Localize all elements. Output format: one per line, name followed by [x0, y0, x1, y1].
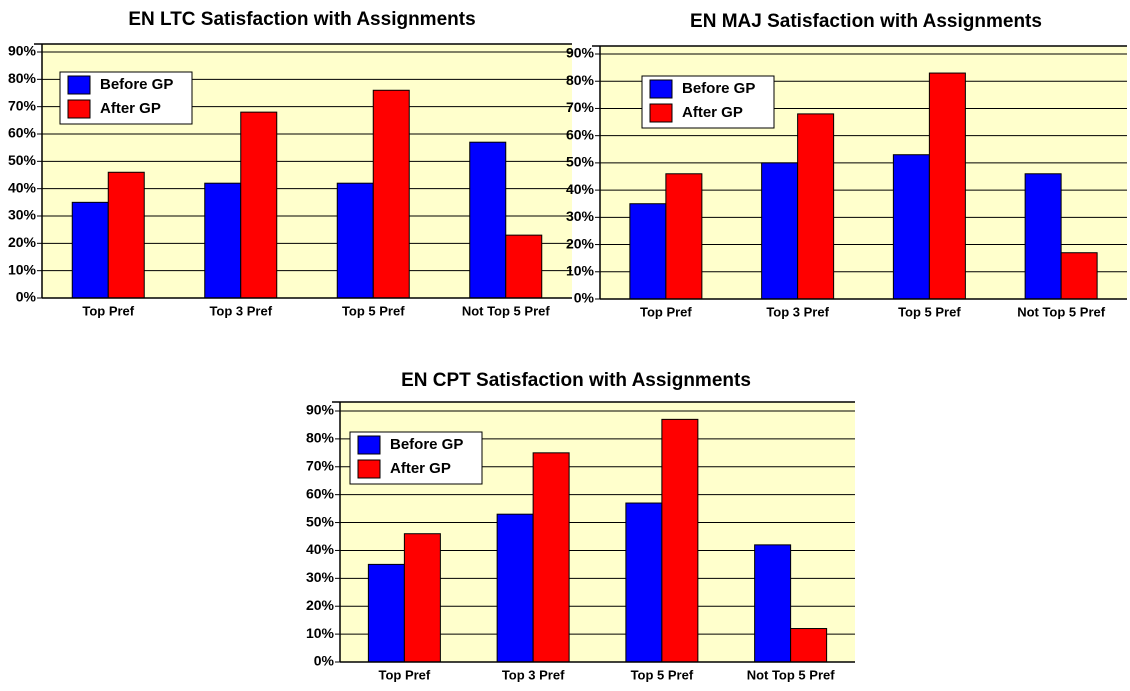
x-tick-label: Not Top 5 Pref	[747, 667, 836, 682]
y-tick-label: 70%	[306, 457, 335, 473]
bar	[71, 201, 109, 299]
y-tick-label: 20%	[566, 235, 595, 251]
bar	[469, 141, 507, 299]
x-tick-label: Top 3 Pref	[502, 667, 565, 682]
bar	[790, 628, 828, 663]
legend-label: Before GP	[390, 436, 463, 453]
bar	[403, 533, 441, 663]
bar	[1024, 173, 1062, 300]
bar	[532, 452, 570, 663]
legend-swatch	[649, 79, 673, 99]
y-tick-label: 60%	[8, 125, 37, 141]
y-tick-label: 0%	[314, 653, 335, 669]
bar	[892, 154, 930, 300]
x-tick-label: Top Pref	[378, 667, 430, 682]
y-tick-label: 30%	[566, 208, 595, 224]
bar	[240, 111, 278, 299]
x-tick-label: Top 3 Pref	[766, 304, 829, 319]
y-tick-label: 80%	[306, 430, 335, 446]
bar	[661, 418, 699, 663]
y-tick-label: 70%	[8, 97, 37, 113]
x-tick-label: Not Top 5 Pref	[1017, 304, 1106, 319]
y-tick-label: 0%	[16, 289, 37, 305]
bar	[1060, 252, 1098, 300]
x-tick-label: Top 5 Pref	[631, 667, 694, 682]
legend-label: After GP	[682, 104, 743, 121]
bar	[629, 203, 667, 300]
x-tick-label: Top 5 Pref	[898, 304, 961, 319]
chart-title: EN MAJ Satisfaction with Assignments	[690, 11, 1042, 32]
legend-swatch	[357, 435, 381, 455]
bar	[336, 182, 374, 299]
y-tick-label: 80%	[8, 70, 37, 86]
bar	[372, 89, 410, 299]
legend-swatch	[357, 459, 381, 479]
legend-swatch	[67, 99, 91, 119]
y-tick-label: 10%	[306, 625, 335, 641]
x-tick-label: Top 3 Pref	[209, 303, 272, 318]
y-tick-label: 40%	[566, 181, 595, 197]
y-tick-label: 50%	[566, 154, 595, 170]
chart-title: EN CPT Satisfaction with Assignments	[401, 370, 751, 391]
bar	[754, 544, 792, 663]
x-tick-label: Top 5 Pref	[342, 303, 405, 318]
bar	[496, 513, 534, 663]
y-tick-label: 20%	[306, 597, 335, 613]
legend-swatch	[67, 75, 91, 95]
y-tick-label: 70%	[566, 99, 595, 115]
legend-swatch	[649, 103, 673, 123]
y-tick-label: 50%	[8, 152, 37, 168]
legend-label: Before GP	[100, 76, 173, 93]
bar	[204, 182, 242, 299]
bar	[665, 173, 703, 300]
legend-label: After GP	[390, 460, 451, 477]
y-tick-label: 40%	[306, 541, 335, 557]
legend-label: Before GP	[682, 80, 755, 97]
y-tick-label: 60%	[306, 485, 335, 501]
y-tick-label: 10%	[8, 261, 37, 277]
y-tick-label: 0%	[574, 290, 595, 306]
x-tick-label: Top Pref	[640, 304, 692, 319]
legend-label: After GP	[100, 100, 161, 117]
chart-title: EN LTC Satisfaction with Assignments	[128, 9, 475, 30]
y-tick-label: 50%	[306, 513, 335, 529]
bar	[107, 171, 145, 299]
y-tick-label: 20%	[8, 234, 37, 250]
y-tick-label: 30%	[8, 207, 37, 223]
y-tick-label: 90%	[8, 43, 37, 59]
y-tick-label: 30%	[306, 569, 335, 585]
y-tick-label: 60%	[566, 126, 595, 142]
x-tick-label: Top Pref	[82, 303, 134, 318]
y-tick-label: 40%	[8, 179, 37, 195]
bar	[761, 162, 799, 300]
bar	[928, 72, 966, 300]
y-tick-label: 90%	[306, 402, 335, 418]
bar	[797, 113, 835, 300]
bar	[625, 502, 663, 663]
bar	[367, 563, 405, 663]
y-tick-label: 90%	[566, 45, 595, 61]
bar	[505, 234, 543, 299]
y-tick-label: 10%	[566, 262, 595, 278]
x-tick-label: Not Top 5 Pref	[462, 303, 551, 318]
y-tick-label: 80%	[566, 72, 595, 88]
